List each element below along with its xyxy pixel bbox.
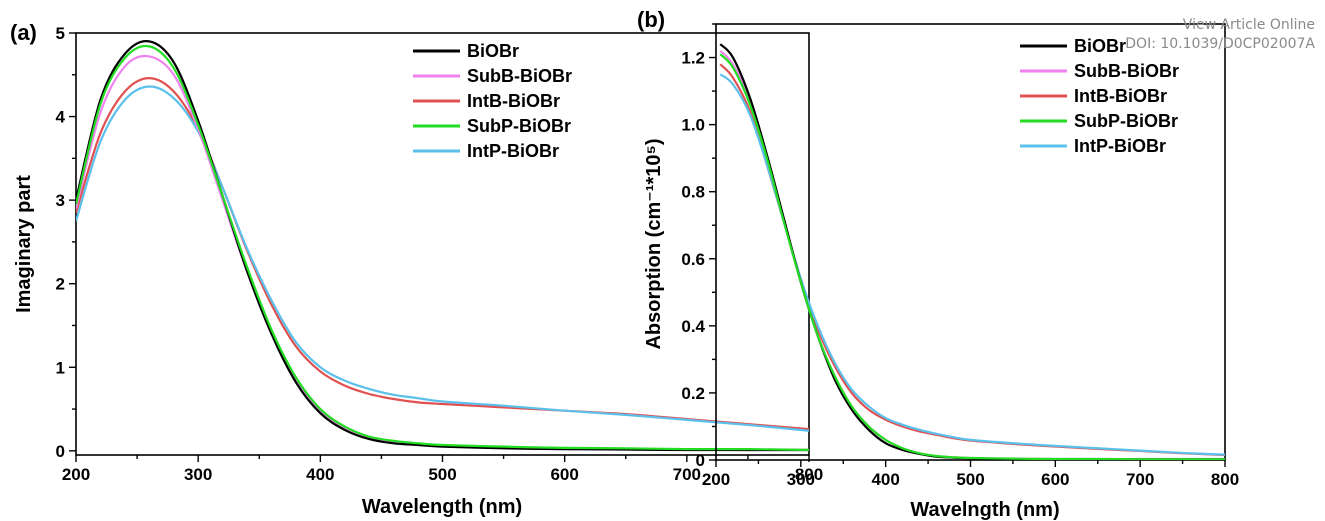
- series-line-biobr: [719, 43, 1225, 460]
- x-tick-label: 700: [1126, 470, 1154, 489]
- series-line-subp-biobr: [719, 53, 1225, 460]
- y-tick-label: 0.8: [681, 183, 705, 202]
- x-tick-label: 800: [1211, 470, 1239, 489]
- panel-label: (a): [10, 20, 37, 45]
- x-tick-label: 800: [795, 465, 823, 484]
- x-tick-label: 500: [956, 470, 984, 489]
- y-tick-label: 0: [696, 451, 705, 470]
- series-line-intp-biobr: [76, 85, 809, 432]
- y-tick-label: 1.0: [681, 116, 705, 135]
- panel-label: (b): [637, 7, 665, 32]
- x-tick-label: 200: [702, 470, 730, 489]
- series-group: [719, 43, 1225, 460]
- y-axis-label: Absorption (cm⁻¹*10⁵): [643, 138, 665, 349]
- x-axis-label: Wavelength (nm): [362, 496, 522, 518]
- x-tick-label: 300: [787, 470, 815, 489]
- y-tick-label: 3: [56, 191, 65, 210]
- y-tick-label: 1: [56, 358, 65, 377]
- doi-text: DOI: 10.1039/D0CP02007A: [1125, 36, 1315, 52]
- x-tick-label: 700: [673, 465, 701, 484]
- legend-label-subb-biobr: SubB-BiOBr: [1074, 61, 1179, 81]
- legend: BiOBr SubB-BiOBr IntB-BiOBr SubP-BiOBr IntP-…: [413, 41, 572, 161]
- series-line-biobr: [76, 40, 809, 452]
- legend-label-intb-biobr: IntB-BiOBr: [1074, 86, 1167, 106]
- watermark: View Article Online DOI: 10.1039/D0CP020…: [1125, 16, 1315, 54]
- y-tick-label: 5: [56, 24, 65, 43]
- legend-label-subp-biobr: SubP-BiOBr: [1074, 111, 1178, 131]
- x-tick-label: 600: [550, 465, 578, 484]
- legend-label-intp-biobr: IntP-BiOBr: [467, 141, 559, 161]
- series-group: [76, 40, 809, 452]
- y-tick-label: 0: [56, 442, 65, 461]
- x-tick-label: 200: [62, 465, 90, 484]
- y-axis-label: Imaginary part: [13, 175, 35, 313]
- legend-label-biobr: BiOBr: [1074, 36, 1126, 56]
- x-tick-label: 300: [184, 465, 212, 484]
- x-tick-label: 500: [428, 465, 456, 484]
- x-tick-label: 600: [1041, 470, 1069, 489]
- view-article-online-link[interactable]: View Article Online: [1182, 17, 1315, 33]
- x-tick-label: 400: [306, 465, 334, 484]
- legend-label-subp-biobr: SubP-BiOBr: [467, 116, 571, 136]
- series-line-subp-biobr: [76, 44, 809, 452]
- legend-label-biobr: BiOBr: [467, 41, 519, 61]
- chart-panel-b: (b) 200 300 400 500 600 700 800 0 0.2 0.4 0.6 0.8 1.0…: [637, 7, 1239, 521]
- y-tick-label: 1.2: [681, 49, 705, 68]
- x-axis-label: Wavelngth (nm): [910, 499, 1059, 521]
- x-tick-label: 400: [871, 470, 899, 489]
- legend: BiOBr SubB-BiOBr IntB-BiOBr SubP-BiOBr IntP-…: [1020, 36, 1179, 156]
- y-tick-label: 0.4: [681, 317, 705, 336]
- y-tick-label: 0.6: [681, 250, 705, 269]
- y-tick-label: 4: [56, 108, 66, 127]
- legend-label-intb-biobr: IntB-BiOBr: [467, 91, 560, 111]
- y-tick-label: 2: [56, 275, 65, 294]
- y-tick-label: 0.2: [681, 384, 705, 403]
- legend-label-intp-biobr: IntP-BiOBr: [1074, 136, 1166, 156]
- chart-panel-a: (a) 200 300 400 500 600 700 800 0 1 2 3 4 5 Wavelength…: [10, 20, 823, 518]
- legend-label-subb-biobr: SubB-BiOBr: [467, 66, 572, 86]
